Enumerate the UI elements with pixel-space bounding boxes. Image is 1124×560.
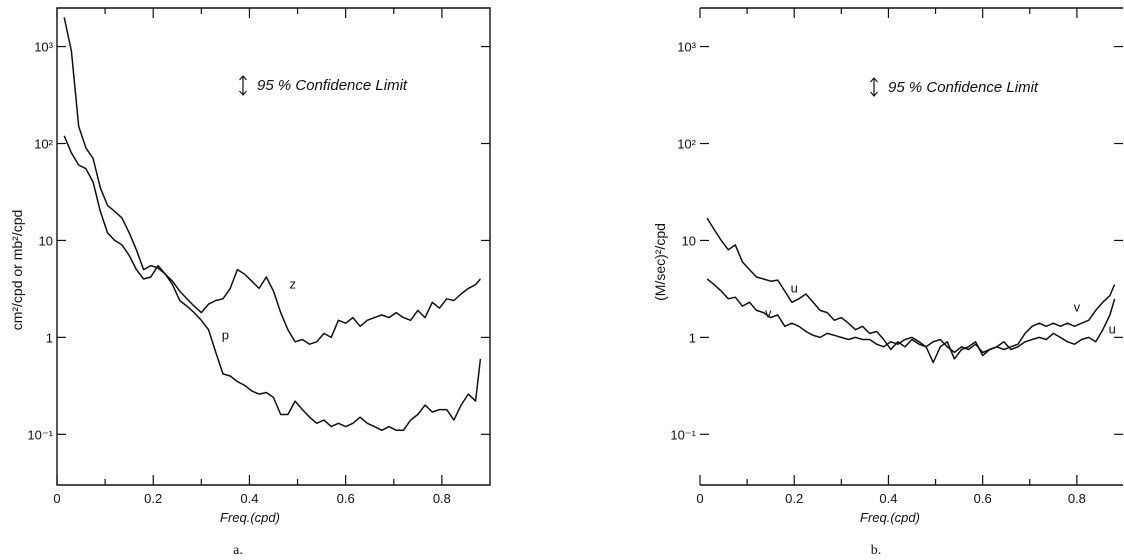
confidence-annotation: 95 % Confidence Limit: [870, 77, 1039, 97]
x-tick-label: 0: [696, 491, 703, 506]
x-tick-label: 0.2: [785, 491, 803, 506]
panel-caption: a.: [233, 543, 243, 558]
x-tick-label: 0.6: [337, 491, 355, 506]
x-axis-label: Freq.(cpd): [220, 510, 280, 525]
series-label-u: u: [791, 281, 798, 296]
series-line-v: [706, 278, 1116, 354]
confidence-bar-icon: [239, 75, 247, 96]
y-tick-label: 10²: [677, 137, 696, 152]
series-label-u-end: u: [1109, 321, 1116, 336]
y-tick-label: 10³: [34, 40, 53, 55]
confidence-annotation: 95 % Confidence Limit: [239, 75, 408, 96]
y-tick-label: 10⁻¹: [27, 427, 53, 442]
y-tick-label: 10³: [677, 40, 696, 55]
series-label-v-end: v: [1074, 299, 1081, 314]
y-tick-label: 1: [46, 330, 53, 345]
series-label-p: p: [222, 328, 229, 343]
confidence-label: 95 % Confidence Limit: [888, 79, 1039, 96]
y-tick-label: 10⁻¹: [670, 427, 696, 442]
series-label-v: v: [765, 306, 772, 321]
y-tick-label: 10²: [34, 137, 53, 152]
plot-frame: [700, 7, 1123, 486]
panel-b: (M/sec)²/cpd Freq.(cpd) b. 95 % Confiden…: [652, 7, 1123, 558]
x-tick-label: 0.4: [240, 491, 258, 506]
x-tick-label: 0.8: [433, 491, 451, 506]
confidence-bar-icon: [870, 77, 878, 97]
series-line-z: [63, 17, 481, 345]
series-line-p: [63, 135, 482, 432]
x-axis-label: Freq.(cpd): [860, 510, 920, 525]
x-tick-label: 0.6: [974, 491, 992, 506]
y-axis-label: (M/sec)²/cpd: [652, 223, 668, 301]
y-tick-label: 10: [39, 233, 53, 248]
y-axis-label: cm²/cpd or mb²/cpd: [9, 210, 25, 331]
panel-caption: b.: [871, 543, 882, 558]
y-tick-label: 1: [689, 330, 696, 345]
confidence-label: 95 % Confidence Limit: [257, 77, 408, 94]
y-tick-label: 10: [682, 233, 696, 248]
series-label-z: z: [289, 276, 296, 291]
series-line-u: [706, 217, 1116, 364]
x-tick-label: 0.8: [1068, 491, 1086, 506]
panel-a: cm²/cpd or mb²/cpd Freq.(cpd) a. 95 % Co…: [9, 7, 491, 558]
x-tick-label: 0.2: [144, 491, 162, 506]
x-tick-label: 0.4: [879, 491, 897, 506]
x-tick-label: 0: [53, 491, 60, 506]
